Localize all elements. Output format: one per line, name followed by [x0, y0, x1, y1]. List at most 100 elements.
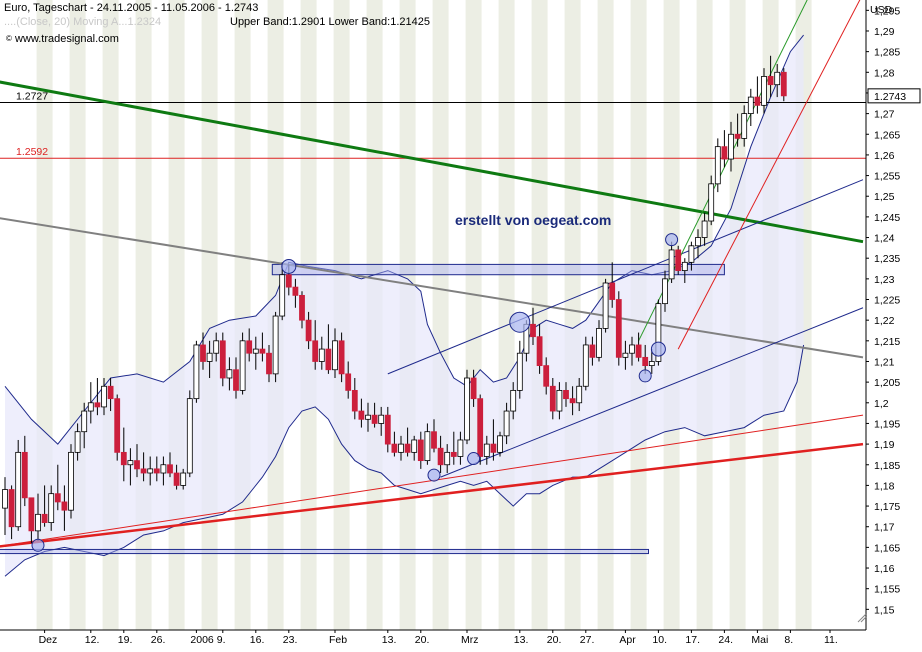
x-axis: Dez 12. 19. 26. 2006 9. 16. 23. Feb 13. 20. Mrz 13. 2… — [39, 630, 838, 646]
candle-body — [173, 472, 180, 486]
pivot-marker — [281, 258, 297, 274]
candle-body — [35, 513, 41, 532]
candle-body — [391, 443, 398, 453]
y-axis-background — [866, 0, 922, 630]
candle-body — [648, 361, 655, 367]
y-tick-label: 1,165 — [874, 542, 900, 554]
candle-body — [351, 389, 358, 412]
y-tick-label: 1,225 — [874, 295, 900, 307]
candle-body — [437, 447, 444, 466]
candle-body — [305, 319, 312, 342]
pivot-marker — [467, 452, 481, 466]
candle-body — [589, 344, 596, 358]
y-tick-label: 1,27 — [874, 109, 895, 121]
candle-body — [774, 71, 781, 86]
candle-body — [681, 261, 688, 271]
x-tick-label: 13. — [382, 634, 397, 646]
trendline-gray — [0, 217, 864, 359]
candle-body — [371, 414, 378, 424]
candle-body — [193, 344, 200, 400]
indicator-text: Upper Band:1.2901 Lower Band:1.21425 — [230, 16, 430, 28]
candle-body — [490, 443, 497, 453]
candle-body — [384, 414, 391, 445]
candle-body — [74, 431, 81, 453]
candle-body — [576, 385, 583, 404]
candle-body — [160, 464, 167, 474]
x-tick-label: 20. — [415, 634, 430, 646]
candle-body — [338, 340, 345, 375]
x-tick-label: Dez — [39, 634, 58, 646]
x-tick-label: 2006 — [190, 634, 214, 646]
candle-body — [635, 344, 642, 358]
candle-body — [398, 443, 404, 453]
candle-body — [417, 439, 424, 462]
lower-band-line — [4, 344, 805, 577]
candle-body — [21, 451, 28, 499]
candle-body — [345, 373, 352, 391]
candle-body — [734, 133, 741, 139]
candle-body — [424, 431, 431, 462]
x-tick-label: 11. — [824, 634, 838, 646]
candle-body — [695, 237, 701, 247]
x-tick-label: 27. — [580, 634, 595, 646]
y-tick-label: 1,185 — [874, 460, 900, 472]
x-tick-label: 12. — [85, 634, 100, 646]
range-rectangle — [271, 263, 725, 276]
copyright-icon: © — [6, 34, 12, 43]
y-tick-label: 1,17 — [874, 522, 895, 534]
candle-body — [609, 282, 616, 300]
range-rectangles — [0, 263, 725, 555]
candle-body — [615, 299, 622, 358]
x-tick-label: 24. — [718, 634, 733, 646]
candle-body — [140, 468, 147, 474]
candle-body — [714, 146, 721, 185]
candle-body — [81, 410, 88, 433]
candle-body — [582, 344, 589, 387]
candle-body — [457, 439, 464, 457]
candle-body — [68, 451, 74, 511]
candle-body — [767, 76, 774, 86]
candle-body — [8, 489, 15, 528]
week-stripe — [531, 0, 548, 630]
candle-body — [516, 352, 523, 391]
candle-body — [622, 352, 629, 358]
candle-body — [747, 96, 754, 115]
y-tick-label: 1,16 — [874, 563, 895, 575]
x-tick-label: 16. — [250, 634, 265, 646]
candle-body — [54, 493, 61, 503]
y-tick-label: 1,26 — [874, 150, 895, 162]
candle-body — [87, 402, 94, 412]
y-tick-label: 1,285 — [874, 47, 900, 59]
candle-body — [701, 220, 708, 238]
pivot-marker — [31, 538, 45, 552]
candle-body — [510, 389, 517, 412]
trendline-blue-channel-lower — [440, 307, 864, 478]
candle-body — [477, 398, 484, 457]
candle-body — [226, 369, 233, 379]
candle-body — [219, 340, 226, 379]
y-tick-label: 1,24 — [874, 233, 895, 245]
candle-body — [728, 133, 734, 160]
candle-body — [543, 365, 550, 387]
candle-body — [94, 402, 101, 408]
candle-body — [180, 472, 187, 486]
y-tick-label: 1,265 — [874, 129, 900, 141]
candle-body — [134, 460, 140, 470]
candle-body — [569, 398, 576, 404]
candle-body — [404, 443, 411, 453]
resize-grip-icon[interactable] — [857, 613, 867, 623]
level-label: 1.2727 — [16, 90, 48, 102]
x-tick-label: 19. — [118, 634, 133, 646]
candle-body — [378, 414, 385, 424]
candle-body — [153, 468, 160, 474]
currency-label: USD — [870, 4, 893, 16]
candle-body — [186, 398, 193, 474]
x-tick-label: 13. — [514, 634, 529, 646]
pivot-marker — [638, 369, 652, 383]
y-tick-label: 1,18 — [874, 480, 895, 492]
candle-body — [246, 340, 253, 354]
candle-body — [662, 278, 668, 305]
x-tick-label: Apr — [619, 634, 636, 646]
y-tick-label: 1,195 — [874, 418, 900, 430]
